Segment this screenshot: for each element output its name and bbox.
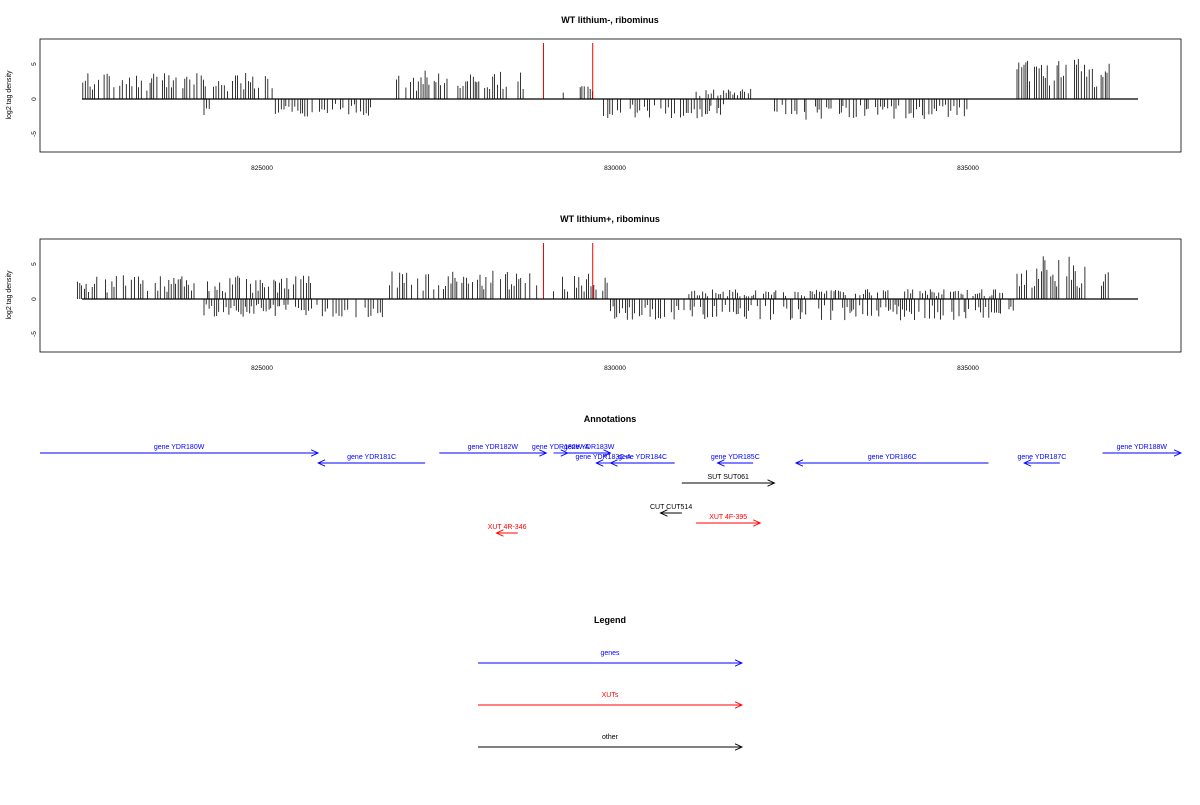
arrow-head xyxy=(753,519,762,527)
feature-label: gene YDR180W xyxy=(154,444,205,451)
y-tick-label: 5 xyxy=(31,262,38,266)
y-tick-label: 0 xyxy=(31,297,38,301)
x-tick-label: 835000 xyxy=(957,365,979,372)
annotation-features: gene YDR180W gene YDR181C gene YDR182W gene… xyxy=(40,444,1183,537)
annotation-feature[interactable]: gene YDR182W xyxy=(439,444,548,457)
y-tick-label: -5 xyxy=(31,131,38,137)
legend-entry: XUTs xyxy=(478,692,744,709)
arrow-head xyxy=(1023,459,1032,467)
x-tick-label: 835000 xyxy=(957,165,979,172)
annotation-feature[interactable]: gene YDR183C-A xyxy=(575,454,632,467)
annotation-feature[interactable]: XUT 4F-395 xyxy=(696,514,762,527)
signal-bars xyxy=(82,59,1110,120)
annotation-feature[interactable]: gene YDR183W xyxy=(564,444,615,457)
y-tick-label: 0 xyxy=(31,97,38,101)
feature-label: gene YDR184C xyxy=(618,454,667,461)
panel-title: WT lithium+, ribominus xyxy=(560,214,660,224)
legend-label: genes xyxy=(600,650,620,657)
annotation-feature[interactable]: gene YDR185C xyxy=(711,454,760,467)
x-axis-ticks: 825000 830000 835000 xyxy=(251,365,979,372)
arrow-head xyxy=(734,743,744,751)
arrow-head xyxy=(734,701,744,709)
annotation-feature[interactable]: XUT 4R-346 xyxy=(488,524,527,537)
annotation-feature[interactable]: gene YDR187C xyxy=(1017,454,1066,467)
y-axis-ticks: -5 0 5 xyxy=(31,262,38,337)
feature-label: gene YDR183C-A xyxy=(575,454,631,461)
annotation-feature[interactable]: SUT SUT061 xyxy=(681,474,776,487)
marker-lines xyxy=(543,243,594,299)
x-tick-label: 830000 xyxy=(604,365,626,372)
legend-entries: genes XUTs other xyxy=(478,650,744,751)
y-tick-label: 5 xyxy=(31,62,38,66)
y-axis-ticks: -5 0 5 xyxy=(31,62,38,137)
annotation-feature[interactable]: gene YDR181C xyxy=(317,454,426,467)
x-tick-label: 830000 xyxy=(604,165,626,172)
annotation-feature[interactable]: gene YDR186C xyxy=(794,454,989,467)
annotation-feature[interactable]: CUT CUT514 xyxy=(650,504,692,517)
y-axis-label: log2 tag density xyxy=(6,70,13,120)
x-tick-label: 825000 xyxy=(251,165,273,172)
arrow-head xyxy=(767,479,776,487)
x-tick-label: 825000 xyxy=(251,365,273,372)
x-axis-ticks: 825000 830000 835000 xyxy=(251,165,979,172)
annotation-feature[interactable]: gene YDR188W xyxy=(1102,444,1183,457)
panel-lithium-plus: WT lithium+, ribominus 825000 830000 835… xyxy=(6,214,1182,372)
arrow-head xyxy=(595,459,604,467)
arrow-head xyxy=(659,509,668,517)
feature-label: gene YDR183W xyxy=(564,444,615,451)
arrow-head xyxy=(539,449,548,457)
legend-label: XUTs xyxy=(602,692,619,699)
annotations-title: Annotations xyxy=(584,414,637,424)
arrow-head xyxy=(495,529,504,537)
arrow-head xyxy=(716,459,725,467)
feature-label: gene YDR186C xyxy=(868,454,917,461)
plot-frame xyxy=(39,38,1182,153)
marker-lines xyxy=(543,43,594,99)
panel-lithium-minus: WT lithium-, ribominus 825000 830000 835… xyxy=(6,15,1182,172)
arrow-head xyxy=(794,459,804,467)
annotation-feature[interactable]: gene YDR184C xyxy=(609,454,675,467)
feature-label: SUT SUT061 xyxy=(707,474,749,481)
legend-entry: genes xyxy=(478,650,744,667)
plot-frame xyxy=(39,238,1182,353)
legend-entry: other xyxy=(478,734,744,751)
feature-label: gene YDR188W xyxy=(1117,444,1168,451)
feature-label: gene YDR182W xyxy=(468,444,519,451)
legend: Legend genes XUTs other xyxy=(478,615,744,751)
feature-label: gene YDR185C xyxy=(711,454,760,461)
feature-label: gene YDR182W-A xyxy=(532,444,590,451)
legend-title: Legend xyxy=(594,615,626,625)
y-tick-label: -5 xyxy=(31,331,38,337)
panel-title: WT lithium-, ribominus xyxy=(561,15,659,25)
feature-label: XUT 4F-395 xyxy=(709,514,747,521)
arrow-head xyxy=(609,459,618,467)
feature-label: gene YDR181C xyxy=(347,454,396,461)
feature-label: XUT 4R-346 xyxy=(488,524,527,531)
arrow-head xyxy=(1173,449,1183,457)
arrow-head xyxy=(734,659,744,667)
arrow-head xyxy=(310,449,320,457)
arrow-head xyxy=(603,449,612,457)
annotation-feature[interactable]: gene YDR180W xyxy=(40,444,320,457)
arrow-head xyxy=(317,459,326,467)
legend-label: other xyxy=(602,734,619,741)
feature-label: gene YDR187C xyxy=(1017,454,1066,461)
feature-label: CUT CUT514 xyxy=(650,504,692,511)
y-axis-label: log2 tag density xyxy=(6,270,13,320)
